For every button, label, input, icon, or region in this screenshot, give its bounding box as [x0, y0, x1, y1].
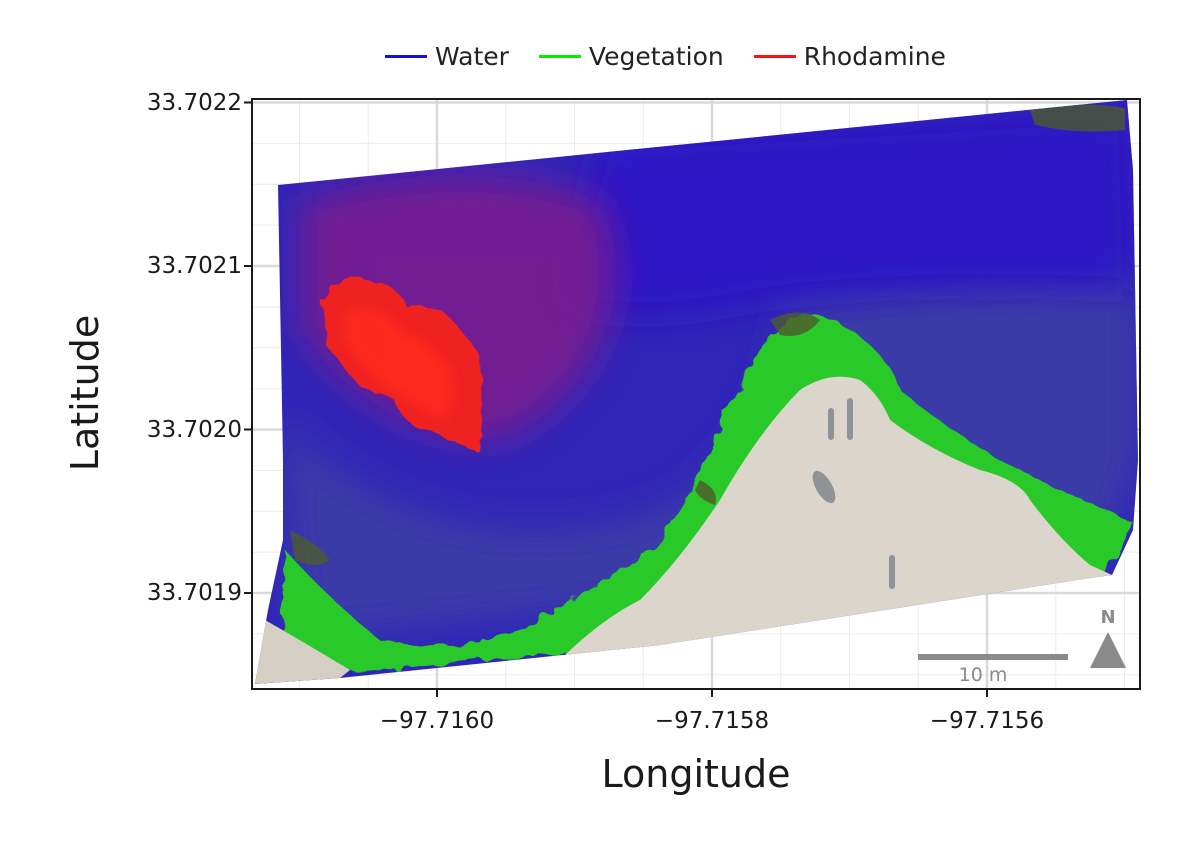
- sand-beach: [560, 376, 1112, 660]
- scale-bar-line: [918, 654, 1068, 660]
- legend-item-water: Water: [385, 42, 509, 71]
- x-axis-label: Longitude: [601, 752, 791, 796]
- legend-item-vegetation: Vegetation: [538, 42, 724, 71]
- legend-item-rhodamine: Rhodamine: [753, 42, 946, 71]
- x-tick-label: −97.7158: [654, 708, 770, 734]
- rhodamine-inner: [345, 307, 454, 420]
- north-arrow-label: N: [1100, 607, 1116, 628]
- plot-panel-border: [251, 98, 1141, 690]
- sand-corner: [255, 620, 350, 684]
- scale-bar-label: 10 m: [958, 664, 1008, 686]
- legend-swatch-vegetation: [538, 55, 581, 58]
- y-tick-label: 33.7019: [146, 580, 242, 606]
- people-on-beach: [812, 398, 895, 589]
- legend-label-vegetation: Vegetation: [588, 42, 724, 71]
- legend-swatch-water: [385, 55, 427, 58]
- north-arrow: [1090, 632, 1126, 668]
- north-arrow-icon: [1090, 632, 1126, 668]
- scale-bar: [918, 654, 1068, 660]
- y-tick-label: 33.7021: [146, 253, 242, 279]
- y-tick-label: 33.7020: [146, 416, 242, 443]
- x-tick-label: −97.7160: [379, 708, 495, 734]
- x-tick-label: −97.7156: [929, 708, 1045, 734]
- y-axis-label: Latitude: [63, 314, 107, 472]
- survey-imagery: [255, 100, 1138, 684]
- axis-ticks: [244, 101, 988, 697]
- legend-label-rhodamine: Rhodamine: [803, 42, 946, 71]
- y-tick-label: 33.7022: [146, 89, 242, 116]
- water-deep-band: [560, 110, 1135, 315]
- legend-swatch-rhodamine: [753, 55, 796, 58]
- legend: Water Vegetation Rhodamine: [385, 42, 946, 71]
- legend-label-water: Water: [435, 42, 509, 71]
